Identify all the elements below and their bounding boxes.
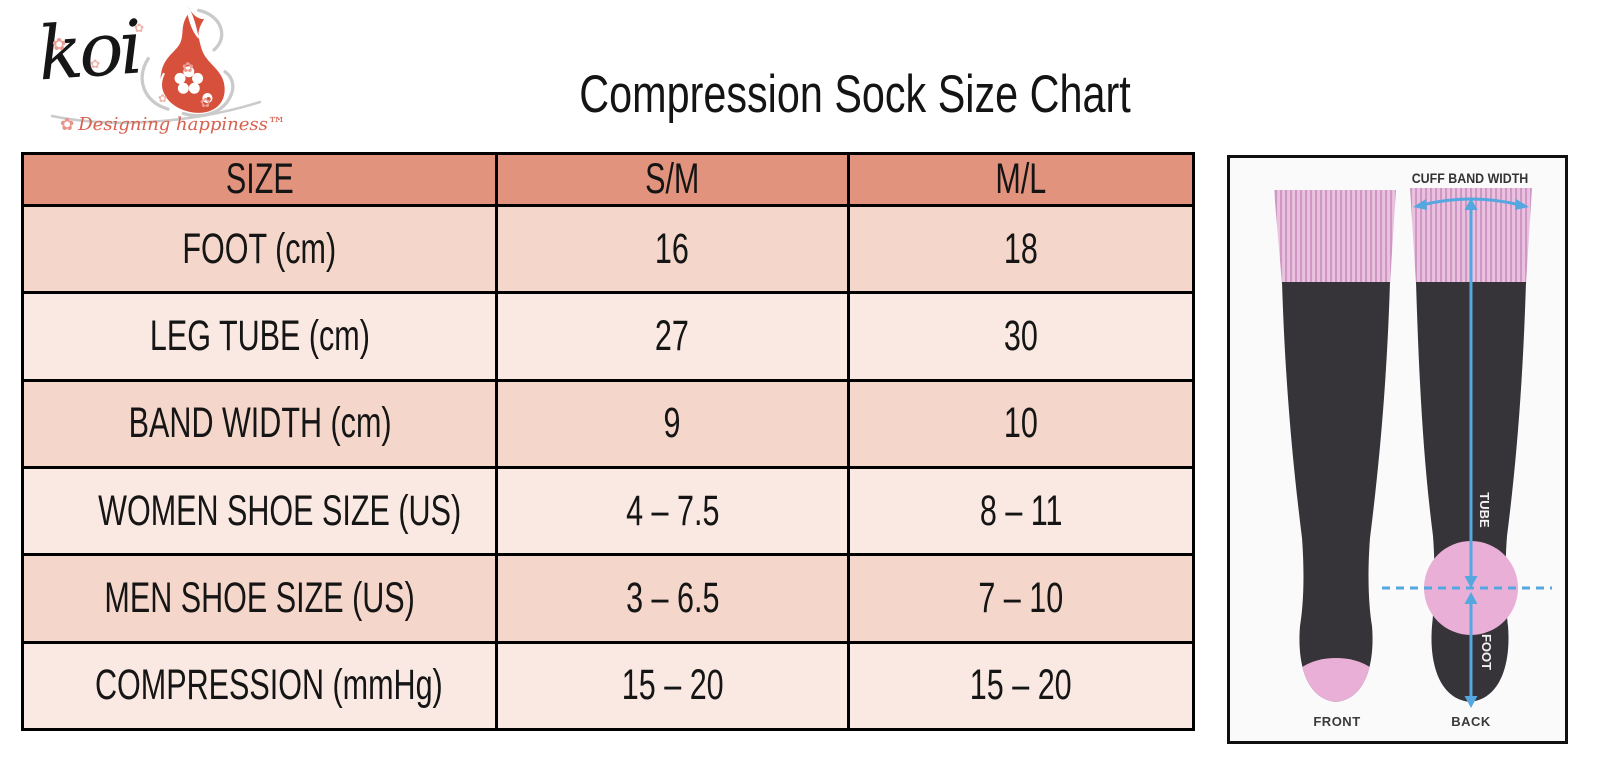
value-ml-text: 8 – 11 bbox=[979, 486, 1063, 535]
table-row: FOOT (cm) 16 18 bbox=[20, 203, 1196, 295]
table-row: LEG TUBE (cm) 27 30 bbox=[20, 291, 1196, 382]
page-title-text: Compression Sock Size Chart bbox=[579, 65, 1131, 124]
row-label-text: WOMEN SHOE SIZE (US) bbox=[98, 486, 462, 535]
row-label-cell: BAND WIDTH (cm) bbox=[20, 378, 499, 469]
row-label-text: MEN SHOE SIZE (US) bbox=[104, 573, 415, 622]
table-row: BAND WIDTH (cm) 9 10 bbox=[20, 378, 1196, 469]
row-label-text: BAND WIDTH (cm) bbox=[128, 399, 392, 448]
tube-label: TUBE bbox=[1477, 492, 1492, 528]
value-sm-cell: 15 – 20 bbox=[495, 640, 850, 732]
value-ml-text: 18 bbox=[1003, 224, 1038, 273]
cuff-band-width-label: CUFF BAND WIDTH bbox=[1412, 171, 1529, 187]
row-label-cell: LEG TUBE (cm) bbox=[20, 291, 499, 382]
column-header-sm: S/M bbox=[495, 152, 850, 207]
value-ml-cell: 8 – 11 bbox=[846, 465, 1196, 557]
column-header-ml: M/L bbox=[846, 152, 1196, 207]
page-title: Compression Sock Size Chart bbox=[502, 64, 1209, 125]
value-ml-text: 15 – 20 bbox=[969, 661, 1072, 710]
column-header-size: SIZE bbox=[20, 152, 499, 207]
flower-icon: ✿ bbox=[200, 95, 211, 110]
logo-swoosh bbox=[50, 100, 262, 124]
flower-icon: ✿ bbox=[60, 115, 75, 135]
value-ml-cell: 10 bbox=[846, 378, 1196, 469]
size-table: SIZE S/M M/L FOOT (cm) 16 18 LEG TUBE (cm) 2… bbox=[20, 152, 1196, 732]
logo-container: koi ✿ ✿ ✿ ✿ ✿ ✿ ✿ Designing happiness™ bbox=[35, 4, 286, 148]
size-table-body: FOOT (cm) 16 18 LEG TUBE (cm) 27 30 BAND WIDTH… bbox=[20, 203, 1196, 732]
foot-label: FOOT bbox=[1479, 634, 1494, 670]
sock-front bbox=[1274, 190, 1396, 702]
row-label-cell: FOOT (cm) bbox=[20, 203, 499, 295]
value-sm-cell: 9 bbox=[495, 378, 850, 469]
tagline-text: Designing happiness™ bbox=[78, 114, 286, 135]
tagline: ✿ Designing happiness™ bbox=[60, 114, 286, 135]
flower-icon: ✿ bbox=[90, 57, 101, 71]
value-sm-cell: 27 bbox=[495, 291, 850, 382]
foot-arrow bbox=[1464, 592, 1478, 708]
value-ml-cell: 18 bbox=[846, 203, 1196, 295]
sock-diagram: CUFF BAND WIDTH TUBE FOOT FRONT BACK bbox=[1274, 171, 1552, 729]
flower-icon: ✿ bbox=[52, 35, 67, 54]
value-ml-cell: 7 – 10 bbox=[846, 553, 1196, 644]
row-label-text: FOOT (cm) bbox=[182, 224, 337, 273]
value-sm-cell: 3 – 6.5 bbox=[495, 553, 850, 644]
value-sm-text: 27 bbox=[655, 311, 690, 360]
value-sm-text: 9 bbox=[663, 399, 681, 448]
row-label-text: LEG TUBE (cm) bbox=[149, 311, 370, 360]
value-ml-cell: 15 – 20 bbox=[846, 640, 1196, 732]
column-header-size-text: SIZE bbox=[225, 155, 294, 203]
back-label: BACK bbox=[1451, 714, 1491, 729]
value-ml-text: 30 bbox=[1003, 311, 1038, 360]
flower-icon: ✿ bbox=[182, 59, 194, 75]
row-label-cell: WOMEN SHOE SIZE (US) bbox=[20, 465, 499, 557]
value-sm-text: 3 – 6.5 bbox=[625, 573, 720, 622]
table-row: COMPRESSION (mmHg) 15 – 20 15 – 20 bbox=[20, 640, 1196, 732]
diagram-panel: CUFF BAND WIDTH TUBE FOOT FRONT BACK bbox=[1227, 155, 1568, 744]
value-sm-cell: 4 – 7.5 bbox=[495, 465, 850, 557]
row-label-cell: MEN SHOE SIZE (US) bbox=[20, 553, 499, 644]
row-label-text: COMPRESSION (mmHg) bbox=[95, 661, 443, 710]
flower-icon: ✿ bbox=[134, 21, 145, 35]
value-ml-text: 10 bbox=[1003, 399, 1038, 448]
flower-icon: ✿ bbox=[158, 93, 168, 105]
toe-oval bbox=[1290, 658, 1382, 702]
value-ml-text: 7 – 10 bbox=[978, 573, 1064, 622]
value-sm-text: 4 – 7.5 bbox=[625, 486, 720, 535]
column-header-ml-text: M/L bbox=[995, 155, 1047, 203]
column-header-sm-text: S/M bbox=[645, 155, 700, 203]
cuff-front bbox=[1274, 190, 1396, 284]
header-row: SIZE S/M M/L bbox=[20, 152, 1196, 207]
value-ml-cell: 30 bbox=[846, 291, 1196, 382]
tube-arrow bbox=[1464, 198, 1478, 588]
table-row: WOMEN SHOE SIZE (US) 4 – 7.5 8 – 11 bbox=[20, 465, 1196, 557]
value-sm-text: 15 – 20 bbox=[621, 661, 724, 710]
table-row: MEN SHOE SIZE (US) 3 – 6.5 7 – 10 bbox=[20, 553, 1196, 644]
front-label: FRONT bbox=[1313, 714, 1360, 729]
row-label-cell: COMPRESSION (mmHg) bbox=[20, 640, 499, 732]
value-sm-text: 16 bbox=[655, 224, 690, 273]
value-sm-cell: 16 bbox=[495, 203, 850, 295]
